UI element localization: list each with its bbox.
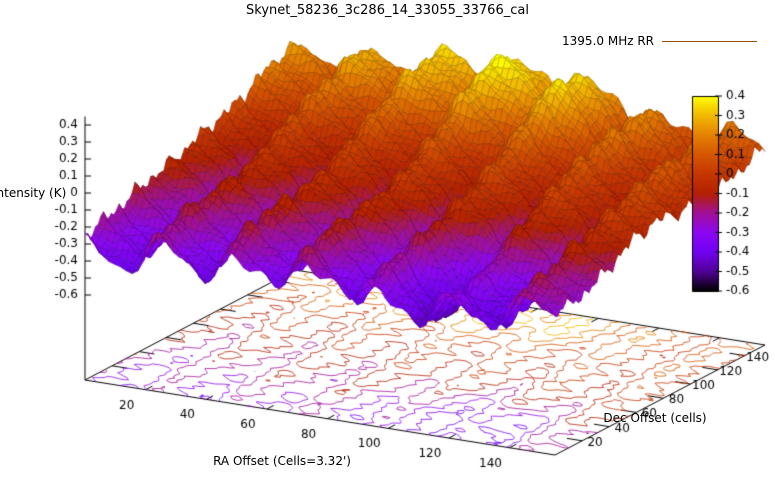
z-axis-label: Intensity (K) [0, 186, 67, 200]
legend: 1395.0 MHz RR [562, 34, 757, 48]
x-axis-label: RA Offset (Cells=3.32') [213, 454, 351, 468]
legend-label: 1395.0 MHz RR [562, 34, 654, 48]
y-axis-label: Dec Offset (cells) [603, 411, 707, 425]
legend-line-sample [662, 40, 757, 42]
plot-title: Skynet_58236_3c286_14_33055_33766_cal [246, 3, 529, 18]
